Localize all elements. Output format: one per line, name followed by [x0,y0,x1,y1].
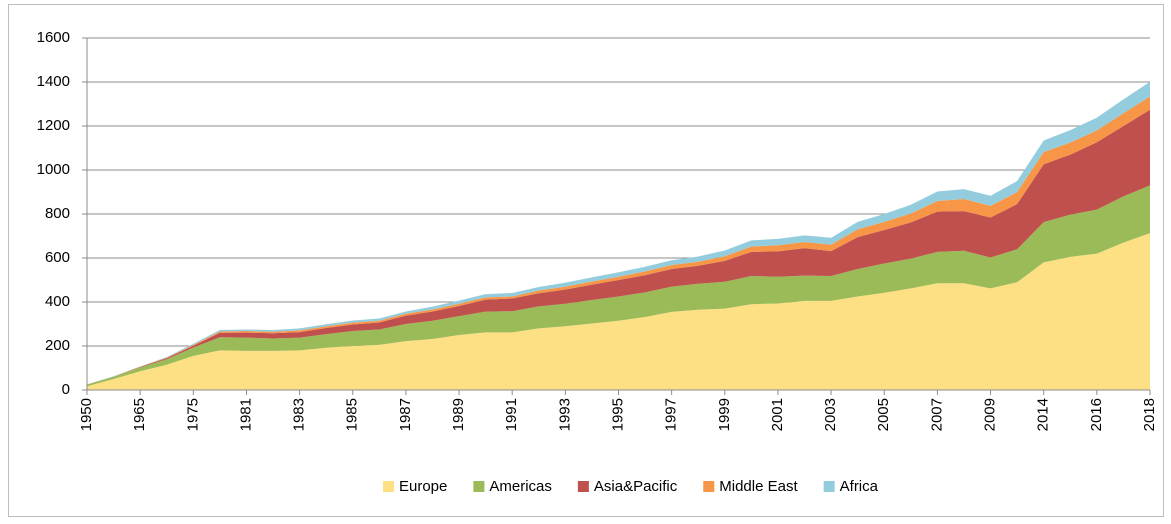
x-tick-label: 1987 [397,398,414,431]
x-tick-label: 1985 [344,398,361,431]
y-tick-label: 1000 [37,161,70,178]
legend-swatch [383,481,395,492]
x-tick-label: 2009 [982,398,999,431]
legend-label: Europe [399,478,447,495]
x-tick-label: 1999 [716,398,733,431]
x-tick-label: 1981 [237,398,254,431]
y-tick-label: 0 [62,381,70,398]
y-tick-label: 800 [45,205,70,222]
legend-label: Middle East [719,478,798,495]
x-tick-label: 2014 [1035,398,1052,431]
x-tick-label: 2001 [769,398,786,431]
y-tick-label: 600 [45,249,70,266]
x-tick-label: 1989 [450,398,467,431]
y-tick-label: 1200 [37,117,70,134]
x-tick-label: 1995 [609,398,626,431]
y-tick-label: 1400 [37,73,70,90]
legend-label: Americas [489,478,552,495]
area [87,109,1150,385]
x-tick-label: 1983 [291,398,308,431]
x-tick-label: 1950 [78,398,95,431]
x-tick-label: 2005 [875,398,892,431]
x-tick-label: 2003 [822,398,839,431]
x-tick-label: 1965 [131,398,148,431]
x-tick-label: 1993 [556,398,573,431]
area [87,185,1150,387]
legend-swatch [577,481,589,492]
x-tick-label: 2018 [1141,398,1158,431]
x-tick-label: 1975 [184,398,201,431]
y-tick-label: 200 [45,337,70,354]
area [87,233,1150,390]
x-tick-label: 1997 [663,398,680,431]
y-tick-label: 1600 [37,29,70,46]
y-tick-label: 400 [45,293,70,310]
x-tick-label: 1991 [503,398,520,431]
legend-label: Asia&Pacific [594,478,678,495]
legend-swatch [703,481,715,492]
legend-label: Africa [840,478,879,495]
x-tick-label: 2007 [928,398,945,431]
legend-swatch [473,481,485,492]
x-tick-label: 2016 [1088,398,1105,431]
legend-swatch [823,481,835,492]
